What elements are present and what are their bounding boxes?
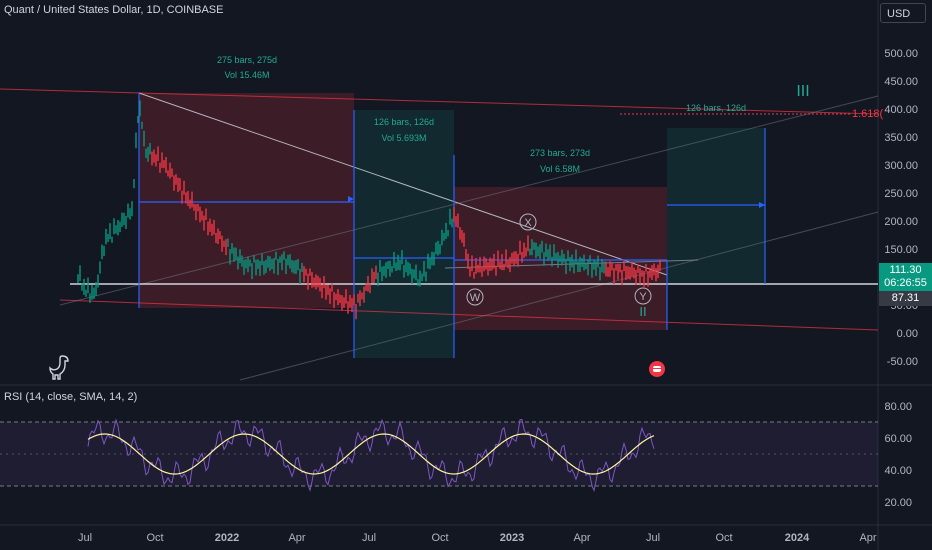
price-axis[interactable]: 500.00 450.00 400.00 350.00 300.00 250.00 200.… <box>884 48 918 368</box>
price-tick: 250.00 <box>884 188 918 200</box>
currency-selector[interactable]: USD <box>880 3 926 23</box>
price-tick: 200.00 <box>884 216 918 228</box>
rsi-indicator-title[interactable]: RSI (14, close, SMA, 14, 2) <box>4 391 138 403</box>
rsi-tick: 40.00 <box>884 465 912 477</box>
time-tick: Apr <box>288 532 305 544</box>
price-tick: 0.00 <box>897 328 918 340</box>
current-price-value: 111.30 <box>889 264 922 276</box>
hand-icon[interactable] <box>648 360 666 378</box>
price-tick: 400.00 <box>884 104 918 116</box>
rsi-sma-line <box>87 433 655 475</box>
lower-channel-line[interactable] <box>59 299 879 331</box>
dinosaur-icon[interactable] <box>48 354 72 382</box>
price-tick: 350.00 <box>884 132 918 144</box>
descending-trendline[interactable] <box>138 92 668 276</box>
time-tick: Jul <box>78 532 92 544</box>
wave-y-circle <box>634 287 652 305</box>
ascending-trendline-2[interactable] <box>239 211 879 381</box>
ascending-trendline-1[interactable] <box>59 95 879 306</box>
rsi-axis[interactable]: 80.00 60.00 40.00 20.00 <box>884 401 912 509</box>
symbol-title[interactable]: Quant / United States Dollar, 1D, COINBA… <box>4 4 224 16</box>
upper-channel-line[interactable] <box>0 88 879 115</box>
rsi-lines <box>87 418 655 493</box>
red-zone-1 <box>139 93 354 308</box>
time-tick: 2023 <box>500 532 524 544</box>
price-tick: 500.00 <box>884 48 918 60</box>
wave-ii-mark: II <box>639 304 646 319</box>
time-tick: Apr <box>573 532 590 544</box>
green-zone-2 <box>667 128 765 284</box>
price-tick: 150.00 <box>884 244 918 256</box>
price-tick: -50.00 <box>887 356 918 368</box>
time-tick: Oct <box>431 532 448 544</box>
price-tick: 300.00 <box>884 160 918 172</box>
range1-vol-text: Vol 15.46M <box>224 70 269 80</box>
wave-w-circle <box>466 288 484 306</box>
wave-x-circle <box>519 213 537 231</box>
time-tick: Apr <box>859 532 876 544</box>
rsi-tick: 80.00 <box>884 401 912 413</box>
rsi-tick: 20.00 <box>884 497 912 509</box>
level-price-label: 87.31 <box>879 291 932 306</box>
range1-bars-text: 275 bars, 275d <box>217 55 277 65</box>
time-axis[interactable]: Jul Oct 2022 Apr Jul Oct 2023 Apr Jul Oct 2024 Apr <box>78 532 877 544</box>
range3-vol-text: Vol 6.58M <box>540 164 580 174</box>
time-tick: 2024 <box>785 532 810 544</box>
range4-bars-text: 126 bars, 126d <box>686 103 746 113</box>
fib-extension-label: 1.618( <box>852 108 884 120</box>
bar-countdown: 06:26:55 <box>884 277 927 289</box>
time-tick: Oct <box>715 532 732 544</box>
time-tick: Jul <box>362 532 376 544</box>
range2-vol-text: Vol 5.693M <box>381 133 426 143</box>
wave-x-label: X <box>524 217 532 229</box>
wave-iii-label: III <box>796 83 809 100</box>
range2-bars-text: 126 bars, 126d <box>374 117 434 127</box>
price-candles <box>77 100 661 320</box>
time-tick: Jul <box>646 532 660 544</box>
price-tick: 450.00 <box>884 76 918 88</box>
wave-w-label: W <box>470 292 481 304</box>
time-tick: 2022 <box>215 532 239 544</box>
rsi-tick: 60.00 <box>884 433 912 445</box>
time-tick: Oct <box>146 532 163 544</box>
range3-bars-text: 273 bars, 273d <box>530 148 590 158</box>
green-zone-1 <box>354 110 454 358</box>
current-price-label: 111.30 06:26:55 <box>879 263 932 291</box>
wave-y-label: Y <box>639 291 647 303</box>
